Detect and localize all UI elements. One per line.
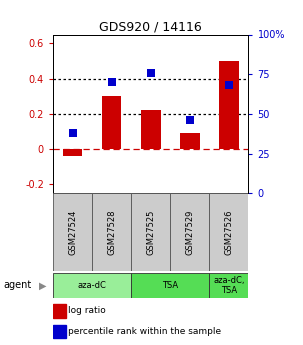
Point [227,82,231,88]
Text: log ratio: log ratio [68,306,106,315]
Bar [131,273,209,298]
Bar [209,193,248,271]
Text: GSM27529: GSM27529 [185,209,194,255]
Bar [102,96,122,149]
Bar [209,273,248,298]
Bar [141,110,161,149]
Text: percentile rank within the sample: percentile rank within the sample [68,327,221,336]
Bar [180,133,200,149]
Bar [53,193,92,271]
Point [70,130,75,136]
Bar [131,193,170,271]
Text: GSM27524: GSM27524 [68,209,77,255]
Bar [53,325,66,338]
Bar [92,193,131,271]
Bar [53,304,66,317]
Point [148,70,153,75]
Point [187,117,192,123]
Text: ▶: ▶ [39,280,47,290]
Text: aza-dC,
TSA: aza-dC, TSA [213,276,245,295]
Text: aza-dC: aza-dC [78,281,107,290]
Text: TSA: TSA [162,281,178,290]
Bar [63,149,82,156]
Point [109,79,114,85]
Text: agent: agent [3,280,31,290]
Title: GDS920 / 14116: GDS920 / 14116 [99,20,202,33]
Text: GSM27528: GSM27528 [107,209,116,255]
Bar [170,193,209,271]
Text: GSM27526: GSM27526 [225,209,233,255]
Bar [53,273,131,298]
Text: GSM27525: GSM27525 [146,209,155,255]
Bar [219,61,239,149]
